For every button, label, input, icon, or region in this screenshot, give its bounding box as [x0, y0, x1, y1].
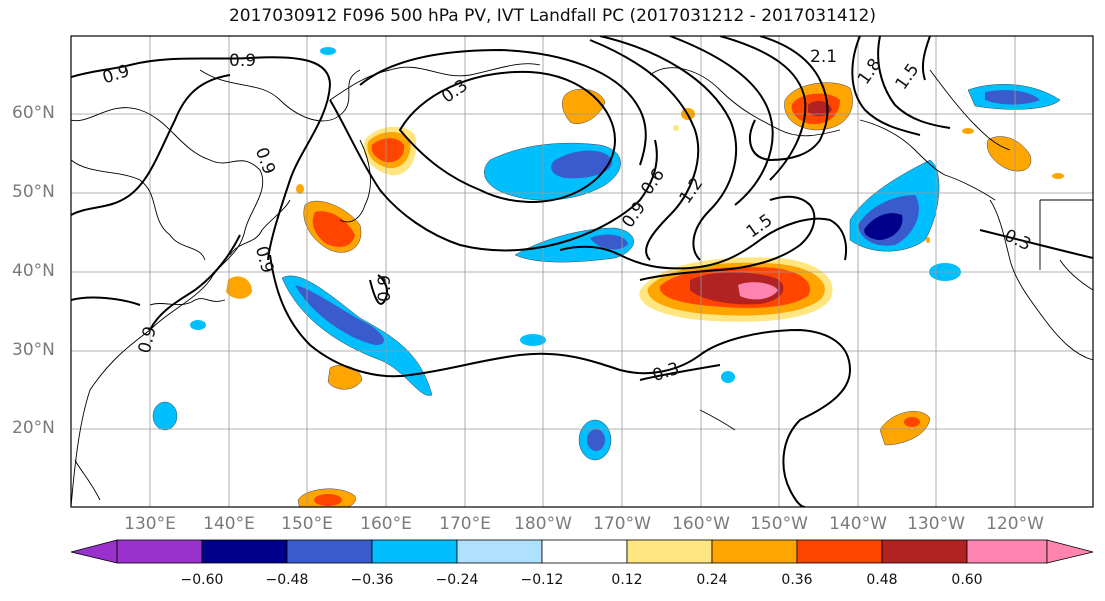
contour-label: 0.9	[375, 275, 395, 302]
lon-label: 160°W	[672, 514, 730, 534]
lon-label: 170°E	[439, 514, 491, 534]
colorbar-tick-label: −0.36	[350, 572, 394, 588]
map-frame	[70, 35, 1094, 508]
lat-label: 40°N	[12, 261, 55, 281]
lat-label: 50°N	[12, 182, 55, 202]
contour-label: 2.1	[810, 47, 837, 67]
colorbar-tick-label: −0.12	[520, 572, 564, 588]
lat-label: 20°N	[12, 418, 55, 438]
colorbar-tick-label: 0.60	[951, 572, 983, 588]
colorbar-tick-label: −0.60	[180, 572, 224, 588]
lon-label: 130°W	[907, 514, 965, 534]
lon-label: 140°W	[829, 514, 887, 534]
map-title: 2017030912 F096 500 hPa PV, IVT Landfall…	[228, 6, 876, 26]
contour-lines	[71, 36, 1093, 507]
colorbar-tick-label: 0.48	[866, 572, 898, 588]
colorbar-extend-low	[70, 539, 118, 564]
lon-label: 180°W	[514, 514, 572, 534]
colorbar-tick-label: −0.48	[265, 572, 309, 588]
contour-label: 0.9	[229, 51, 256, 71]
coastlines	[71, 63, 1093, 507]
colorbar	[70, 539, 1094, 564]
colorbar-tick-label: 0.36	[781, 572, 813, 588]
lon-label: 150°W	[750, 514, 808, 534]
lon-label: 120°W	[986, 514, 1044, 534]
lon-label: 150°E	[281, 514, 333, 534]
lon-label: 160°E	[360, 514, 412, 534]
lon-label: 140°E	[203, 514, 255, 534]
colorbar-tick-label: −0.24	[435, 572, 479, 588]
lat-label: 60°N	[12, 103, 55, 123]
lon-label: 130°E	[124, 514, 176, 534]
colorbar-tick-label: 0.12	[611, 572, 643, 588]
shading-layer	[152, 47, 1064, 507]
lat-label: 30°N	[12, 340, 55, 360]
lon-label: 170°W	[593, 514, 651, 534]
colorbar-tick-label: 0.24	[696, 572, 728, 588]
gridlines	[71, 36, 1093, 507]
colorbar-extend-high	[1046, 539, 1094, 564]
